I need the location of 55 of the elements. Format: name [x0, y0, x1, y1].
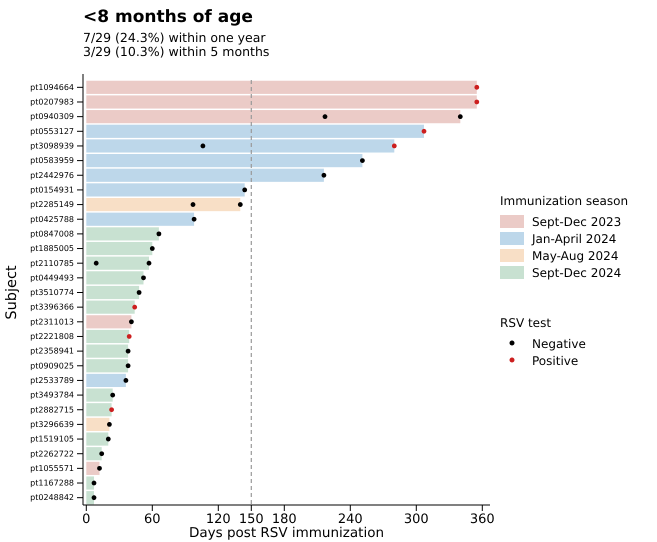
y-tick-label: pt0553127: [30, 126, 74, 136]
y-tick-label: pt1094664: [30, 82, 74, 92]
bar: [86, 198, 240, 212]
bar: [86, 418, 110, 431]
x-tick-label: 150: [238, 512, 264, 528]
legend-label: May-Aug 2024: [532, 249, 618, 263]
y-tick-label: pt3493784: [30, 390, 74, 400]
bar: [86, 374, 126, 388]
y-tick-label: pt2882715: [30, 405, 74, 414]
y-tick-label: pt1167288: [30, 478, 74, 488]
y-tick-label: pt1055571: [30, 464, 74, 473]
y-tick-label: pt0909025: [30, 361, 74, 370]
y-tick-label: pt2262722: [30, 449, 74, 458]
y-tick-label: pt0154931: [30, 185, 74, 194]
y-tick-label: pt3510774: [30, 288, 74, 298]
y-tick-label: pt0207983: [30, 98, 74, 107]
y-tick-label: pt3098939: [30, 142, 74, 151]
y-tick-label: pt0583959: [30, 156, 74, 166]
y-tick-label: pt2442976: [30, 170, 74, 180]
y-tick-label: pt3396366: [30, 302, 74, 312]
x-axis-title: Days post RSV immunization: [188, 525, 384, 541]
x-tick-label: 0: [82, 512, 90, 528]
x-tick-label: 60: [144, 512, 161, 528]
y-tick-label: pt2311013: [30, 317, 74, 326]
y-tick-label: pt0248842: [30, 493, 74, 502]
y-tick-label: pt0449493: [30, 273, 74, 282]
x-tick-label: 360: [470, 512, 495, 528]
x-tick-label: 300: [404, 512, 429, 528]
legend-label: Jan-April 2024: [531, 232, 616, 246]
text: Immunization season: [500, 194, 628, 208]
legend-label: Negative: [532, 337, 586, 351]
legend-label: Sept-Dec 2024: [532, 266, 622, 280]
bar: [86, 315, 132, 328]
y-axis-title: Subject: [4, 265, 20, 320]
y-tick-label: pt1885005: [30, 244, 74, 254]
y-tick-label: pt0847008: [30, 229, 74, 238]
bar: [86, 462, 100, 475]
y-tick-label: pt2221808: [30, 332, 74, 342]
y-tick-label: pt0940309: [30, 112, 74, 122]
x-tick-label: 120: [206, 512, 231, 528]
y-tick-label: pt2285149: [30, 200, 74, 210]
chart-title: <8 months of age: [83, 7, 253, 27]
y-tick-label: pt2358941: [30, 346, 74, 356]
y-tick-label: pt2533789: [30, 376, 74, 385]
x-tick-label: 240: [338, 512, 363, 528]
y-tick-label: pt3296639: [30, 420, 74, 429]
chart-subtitle: 7/29 (24.3%) within one year 3/29 (10.3%) within 5 months: [83, 30, 270, 59]
y-tick-label: pt2110785: [30, 258, 74, 268]
y-tick-label: pt0425788: [30, 214, 74, 224]
legend-label: Sept-Dec 2023: [532, 215, 622, 229]
text: RSV test: [500, 316, 552, 330]
bar: [86, 212, 194, 226]
legend-label: Positive: [532, 354, 578, 368]
x-tick-label: 180: [272, 512, 297, 528]
y-tick-label: pt1519105: [30, 434, 74, 444]
